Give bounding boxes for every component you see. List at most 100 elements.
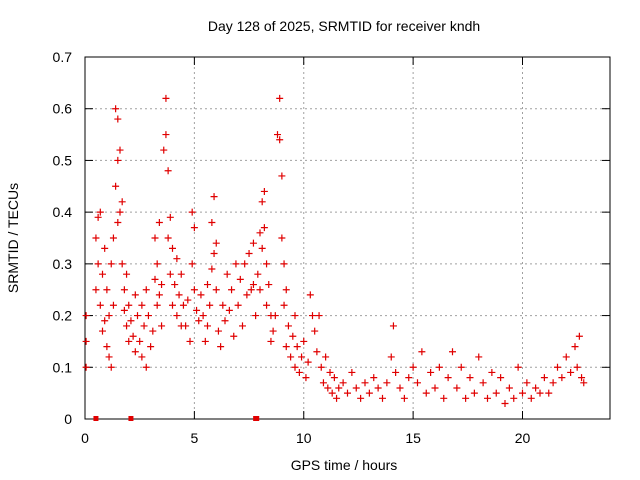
- data-point: [169, 244, 176, 252]
- data-point: [291, 312, 299, 320]
- data-point: [105, 312, 113, 320]
- y-tick-label: 0: [64, 411, 72, 427]
- data-point: [260, 187, 268, 195]
- data-point: [82, 337, 90, 345]
- data-point: [169, 301, 176, 309]
- data-point: [256, 286, 264, 294]
- data-point: [234, 301, 242, 309]
- data-point: [457, 363, 465, 371]
- data-point: [116, 146, 124, 154]
- data-point: [449, 348, 456, 356]
- data-point: [112, 182, 120, 190]
- data-point: [193, 306, 201, 314]
- y-tick-label: 0.4: [53, 204, 73, 220]
- x-tick-label: 5: [190, 430, 198, 446]
- data-point: [409, 363, 417, 371]
- data-point: [479, 379, 487, 387]
- data-point: [274, 131, 281, 139]
- data-point: [123, 270, 131, 278]
- data-point: [462, 394, 470, 402]
- data-point: [361, 379, 369, 387]
- data-point: [82, 312, 90, 320]
- axis-marker: [254, 416, 260, 421]
- data-point: [208, 218, 216, 226]
- data-point: [258, 198, 266, 206]
- data-point: [328, 389, 336, 397]
- x-axis-label: GPS time / hours: [291, 457, 398, 473]
- data-point: [245, 250, 253, 258]
- data-point: [125, 337, 133, 345]
- data-point: [488, 368, 496, 376]
- data-point: [186, 337, 194, 345]
- data-point: [322, 353, 330, 361]
- data-point: [92, 286, 100, 294]
- data-point: [501, 399, 509, 407]
- data-point: [125, 301, 133, 309]
- data-point: [103, 343, 111, 351]
- data-point: [221, 317, 229, 325]
- data-point: [311, 327, 319, 335]
- data-point: [177, 270, 185, 278]
- data-point: [195, 317, 203, 325]
- data-point: [206, 301, 214, 309]
- data-point: [291, 363, 299, 371]
- data-point: [567, 368, 575, 376]
- data-point: [580, 379, 588, 387]
- data-point: [197, 291, 205, 299]
- data-point: [304, 358, 312, 366]
- data-point: [527, 394, 535, 402]
- data-point: [505, 384, 513, 392]
- data-point: [158, 281, 166, 289]
- y-tick-label: 0.6: [53, 101, 73, 117]
- data-point: [280, 301, 288, 309]
- data-point: [365, 389, 373, 397]
- chart-title: Day 128 of 2025, SRMTID for receiver knd…: [208, 18, 480, 34]
- data-point: [188, 260, 196, 268]
- data-point: [101, 244, 109, 252]
- data-point: [182, 322, 190, 330]
- data-point: [282, 286, 290, 294]
- data-point: [142, 363, 150, 371]
- data-point: [144, 312, 152, 320]
- data-point: [514, 363, 522, 371]
- data-point: [549, 379, 557, 387]
- data-point: [523, 379, 531, 387]
- data-point: [466, 374, 474, 382]
- data-point: [147, 343, 155, 351]
- data-point: [225, 306, 233, 314]
- data-point: [379, 394, 386, 402]
- data-point: [114, 218, 122, 226]
- data-point: [101, 317, 109, 325]
- data-point: [138, 353, 146, 361]
- data-point: [107, 363, 115, 371]
- x-tick-label: 0: [81, 430, 89, 446]
- data-point: [278, 234, 286, 242]
- data-point: [313, 348, 321, 356]
- data-point: [562, 353, 570, 361]
- data-point: [374, 384, 382, 392]
- data-point: [114, 115, 122, 123]
- data-point: [190, 286, 198, 294]
- data-series: [82, 94, 588, 407]
- data-point: [383, 379, 391, 387]
- axis-marker: [128, 416, 134, 421]
- data-point: [258, 244, 266, 252]
- data-point: [99, 327, 106, 335]
- data-point: [293, 343, 301, 351]
- data-point: [204, 281, 211, 289]
- data-point: [173, 255, 181, 263]
- data-point: [265, 281, 273, 289]
- plot-frame: [84, 56, 611, 420]
- data-point: [96, 301, 104, 309]
- data-point: [109, 301, 117, 309]
- data-point: [289, 332, 297, 340]
- data-point: [295, 368, 303, 376]
- data-point: [263, 260, 271, 268]
- data-point: [114, 156, 122, 164]
- data-point: [241, 260, 249, 268]
- data-point: [254, 270, 262, 278]
- x-tick-label: 10: [296, 430, 312, 446]
- data-point: [153, 301, 161, 309]
- data-point: [204, 322, 211, 330]
- data-point: [247, 286, 255, 294]
